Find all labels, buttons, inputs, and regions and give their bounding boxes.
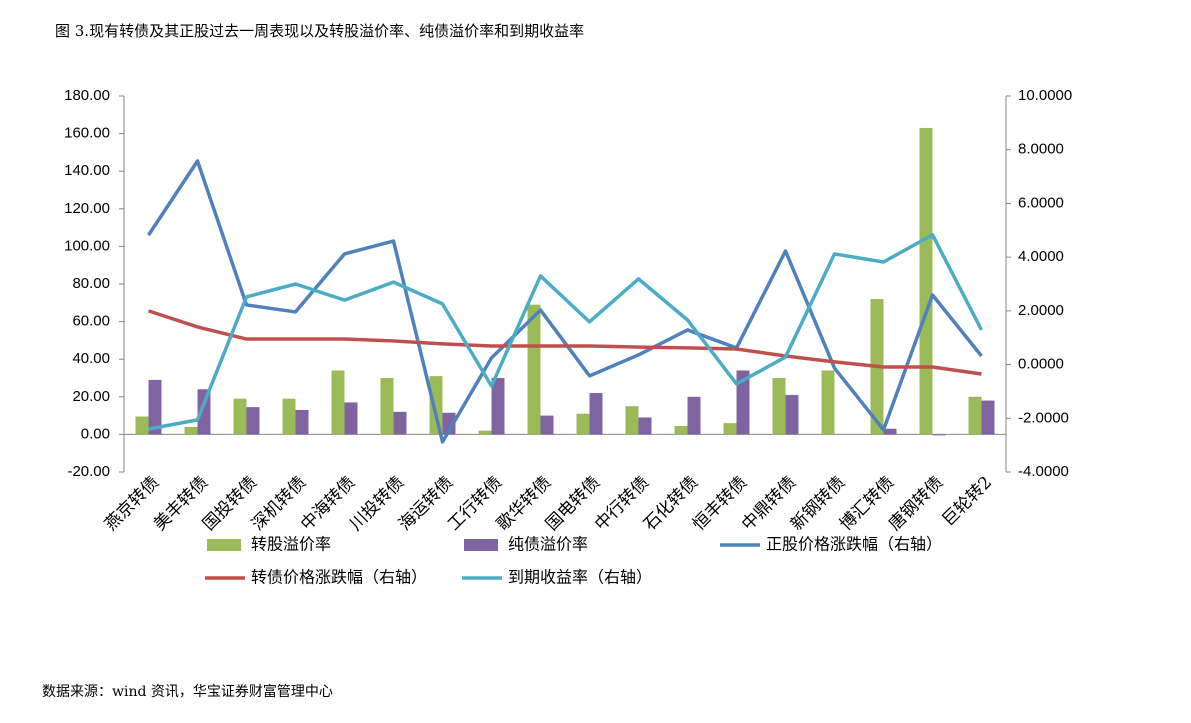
y-tick-label: 180.00: [64, 87, 110, 104]
bar: [527, 304, 541, 435]
legend-label: 到期收益率（右轴）: [508, 568, 652, 587]
bar: [148, 379, 162, 435]
legend-label: 正股价格涨跌幅（右轴）: [766, 535, 942, 554]
bar: [981, 400, 995, 435]
line: [148, 233, 984, 431]
legend-swatch: [207, 539, 241, 551]
bar: [233, 398, 247, 435]
bar: [821, 370, 835, 435]
y2-tick-label: 2.0000: [1018, 302, 1064, 319]
y-tick-label: 40.00: [72, 350, 110, 367]
legend-label: 转债价格涨跌幅（右轴）: [251, 568, 427, 587]
y2-tick-label: 8.0000: [1018, 141, 1064, 158]
bar: [883, 428, 897, 435]
y-tick-label: 20.00: [72, 388, 110, 405]
y-tick-label: 60.00: [72, 313, 110, 330]
bar: [246, 407, 260, 435]
bar: [380, 378, 394, 435]
bar: [442, 412, 456, 435]
y-tick-label: 160.00: [64, 125, 110, 142]
y2-tick-label: 10.0000: [1018, 87, 1072, 104]
legend-swatch: [464, 539, 498, 551]
bar: [919, 127, 933, 435]
bar: [785, 394, 799, 435]
bar: [331, 370, 345, 435]
y-tick-label: 0.00: [81, 425, 110, 442]
bar: [674, 425, 688, 435]
bar: [625, 406, 639, 435]
bar: [687, 396, 701, 435]
y2-tick-label: 6.0000: [1018, 194, 1064, 211]
x-tick-label: 唐钢转债: [884, 472, 947, 535]
bar: [736, 370, 750, 435]
chart-title: 图 3.现有转债及其正股过去一周表现以及转股溢价率、纯债溢价率和到期收益率: [55, 22, 584, 40]
source-note: 数据来源：wind 资讯，华宝证券财富管理中心: [42, 683, 333, 700]
line: [147, 159, 983, 444]
bar: [638, 417, 652, 435]
legend-label: 转股溢价率: [251, 535, 331, 554]
y-tick-label: 80.00: [72, 275, 110, 292]
bar: [491, 378, 505, 435]
bar: [282, 398, 296, 435]
bar: [135, 416, 149, 435]
y2-tick-label: 4.0000: [1018, 248, 1064, 265]
y-tick-label: 120.00: [64, 200, 110, 217]
bar: [723, 423, 737, 435]
y-tick-label: -20.00: [67, 463, 110, 480]
bar: [968, 396, 982, 435]
y-tick-label: 100.00: [64, 237, 110, 254]
bar: [393, 411, 407, 435]
y-tick-label: 140.00: [64, 162, 110, 179]
bar: [576, 413, 590, 435]
bar: [589, 393, 603, 435]
bar: [344, 402, 358, 435]
bar: [540, 415, 554, 435]
y2-tick-label: -4.0000: [1018, 463, 1069, 480]
bar: [295, 409, 309, 435]
bar: [932, 434, 946, 436]
bar: [184, 426, 198, 435]
x-tick-label: 巨轮转2: [938, 473, 996, 531]
bar: [478, 430, 492, 435]
y2-tick-label: 0.0000: [1018, 356, 1064, 373]
y2-tick-label: -2.0000: [1018, 409, 1069, 426]
bar: [772, 378, 786, 435]
bar: [197, 389, 211, 435]
bar: [429, 376, 443, 435]
legend-label: 纯债溢价率: [508, 535, 588, 554]
line: [147, 309, 982, 376]
